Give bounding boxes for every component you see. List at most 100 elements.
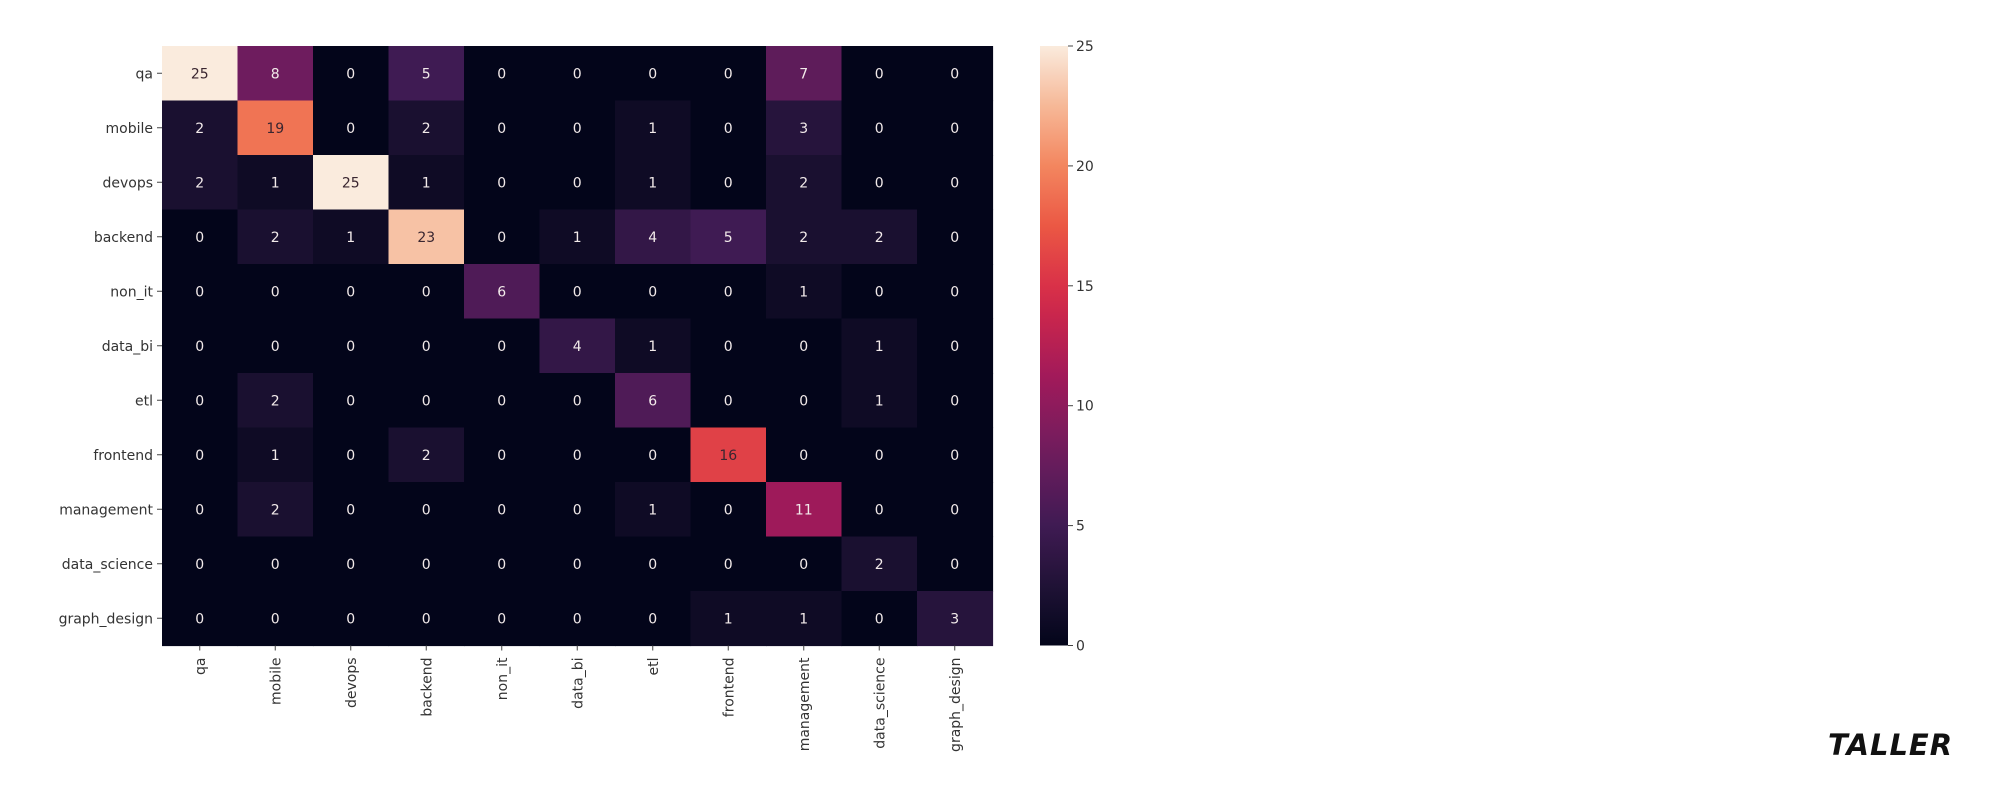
heatmap-cell xyxy=(841,209,918,265)
colorbar-tick-label: 5 xyxy=(1076,519,1085,535)
heatmap-cell xyxy=(237,591,314,647)
heatmap-cell xyxy=(690,591,767,647)
cell-value-label: 2 xyxy=(799,230,808,246)
cell-value-label: 0 xyxy=(724,557,733,573)
cell-value-label: 1 xyxy=(271,175,280,191)
cell-value-label: 0 xyxy=(422,284,431,300)
cell-value-label: 0 xyxy=(497,230,506,246)
cell-value-label: 0 xyxy=(346,611,355,627)
heatmap-cell xyxy=(917,591,994,647)
heatmap-cell xyxy=(615,155,692,211)
cell-value-label: 6 xyxy=(648,393,657,409)
cell-value-label: 0 xyxy=(195,611,204,627)
y-tick-label: backend xyxy=(94,230,153,246)
cell-value-label: 2 xyxy=(875,557,884,573)
heatmap-cell xyxy=(766,591,843,647)
cell-value-label: 3 xyxy=(950,611,959,627)
heatmap-cell xyxy=(615,264,692,320)
x-tick-label: etl xyxy=(646,658,662,676)
colorbar-tick-label: 20 xyxy=(1076,159,1094,175)
cell-value-label: 1 xyxy=(648,502,657,518)
heatmap-cell xyxy=(313,318,390,374)
cell-value-label: 0 xyxy=(724,284,733,300)
y-tick-label: management xyxy=(59,502,153,518)
heatmap-cell xyxy=(313,155,390,211)
heatmap-cell xyxy=(237,46,314,102)
cell-value-label: 2 xyxy=(271,502,280,518)
heatmap-cell xyxy=(766,427,843,483)
heatmap-cell xyxy=(690,264,767,320)
cell-value-label: 0 xyxy=(346,284,355,300)
heatmap-cell xyxy=(464,264,541,320)
y-tick-label: qa xyxy=(136,66,153,82)
heatmap-cell xyxy=(615,100,692,156)
heatmap-cell xyxy=(615,46,692,102)
heatmap-cell xyxy=(615,591,692,647)
x-tick-label: non_it xyxy=(495,657,511,700)
heatmap-cell xyxy=(690,482,767,538)
heatmap-cell xyxy=(162,373,239,429)
x-tick-label: devops xyxy=(344,658,360,709)
cell-value-label: 0 xyxy=(195,230,204,246)
x-tick-label: backend xyxy=(419,658,435,717)
cell-value-label: 0 xyxy=(950,230,959,246)
heatmap-cell xyxy=(841,536,918,592)
cell-value-label: 0 xyxy=(271,557,280,573)
cell-value-label: 0 xyxy=(195,284,204,300)
cell-value-label: 0 xyxy=(497,611,506,627)
heatmap-cell xyxy=(162,482,239,538)
cell-value-label: 0 xyxy=(648,284,657,300)
cell-value-label: 0 xyxy=(573,284,582,300)
y-tick-label: data_bi xyxy=(102,339,153,355)
cell-value-label: 0 xyxy=(497,557,506,573)
heatmap-cell xyxy=(388,482,465,538)
heatmap-cell xyxy=(615,209,692,265)
cell-value-label: 0 xyxy=(346,121,355,137)
cell-value-label: 0 xyxy=(950,175,959,191)
cell-value-label: 0 xyxy=(799,393,808,409)
heatmap-cell xyxy=(162,155,239,211)
heatmap-cell xyxy=(917,482,994,538)
heatmap-cell xyxy=(313,427,390,483)
heatmap-cell xyxy=(162,46,239,102)
heatmap-cell xyxy=(917,209,994,265)
cell-value-label: 5 xyxy=(724,230,733,246)
heatmap-cell xyxy=(464,427,541,483)
x-tick-label: data_bi xyxy=(570,658,586,709)
heatmap-cell xyxy=(388,318,465,374)
heatmap-cell xyxy=(690,318,767,374)
cell-value-label: 0 xyxy=(950,66,959,82)
heatmap-cell xyxy=(464,155,541,211)
cell-value-label: 2 xyxy=(271,393,280,409)
heatmap-cell xyxy=(539,264,616,320)
cell-value-label: 0 xyxy=(346,502,355,518)
heatmap-cell xyxy=(388,155,465,211)
heatmap-cell xyxy=(690,209,767,265)
cell-value-label: 1 xyxy=(799,284,808,300)
heatmap-cell xyxy=(766,155,843,211)
heatmap-cell xyxy=(917,155,994,211)
heatmap-cell xyxy=(539,46,616,102)
heatmap-cell xyxy=(162,427,239,483)
cell-value-label: 0 xyxy=(195,339,204,355)
cell-value-label: 1 xyxy=(875,393,884,409)
y-tick-label: mobile xyxy=(106,121,153,137)
heatmap-cell xyxy=(464,209,541,265)
cell-value-label: 2 xyxy=(422,448,431,464)
cell-value-label: 7 xyxy=(799,66,808,82)
cell-value-label: 1 xyxy=(648,339,657,355)
heatmap-cell xyxy=(841,482,918,538)
heatmap-cell xyxy=(841,373,918,429)
cell-value-label: 0 xyxy=(195,448,204,464)
heatmap-cell xyxy=(388,209,465,265)
heatmap-cell xyxy=(464,536,541,592)
x-tick-label: qa xyxy=(193,658,209,675)
heatmap-cell xyxy=(615,427,692,483)
cell-value-label: 0 xyxy=(422,611,431,627)
cell-value-label: 4 xyxy=(573,339,582,355)
heatmap-cell xyxy=(841,318,918,374)
heatmap-cell xyxy=(388,46,465,102)
heatmap-cell xyxy=(162,264,239,320)
colorbar-tick-label: 15 xyxy=(1076,279,1094,295)
heatmap-cell xyxy=(313,536,390,592)
